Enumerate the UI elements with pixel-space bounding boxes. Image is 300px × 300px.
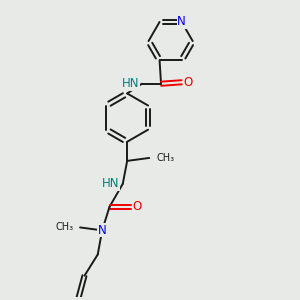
Text: N: N [98,224,106,237]
Text: HN: HN [122,77,139,90]
Text: O: O [184,76,193,89]
Text: O: O [133,200,142,213]
Text: CH₃: CH₃ [56,222,74,233]
Text: N: N [177,15,186,28]
Text: HN: HN [102,177,120,190]
Text: CH₃: CH₃ [157,153,175,163]
